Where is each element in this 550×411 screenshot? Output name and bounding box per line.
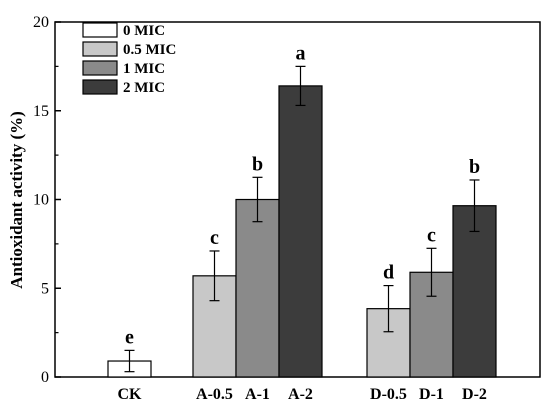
bar-a-2 bbox=[278, 85, 323, 378]
y-axis-title: Antioxidant activity (%) bbox=[7, 111, 26, 289]
significance-letter: c bbox=[210, 227, 219, 249]
significance-letter: e bbox=[125, 326, 134, 348]
legend-label: 1 MIC bbox=[123, 61, 165, 77]
bar-a-1 bbox=[235, 198, 280, 378]
legend-swatch bbox=[82, 22, 118, 38]
significance-letter: b bbox=[252, 153, 263, 175]
legend-label: 2 MIC bbox=[123, 80, 165, 96]
x-tick-label: D-0.5 bbox=[370, 386, 407, 403]
y-tick-label: 10 bbox=[33, 192, 49, 209]
significance-letter: d bbox=[383, 262, 394, 284]
legend-label: 0.5 MIC bbox=[123, 42, 176, 58]
x-tick-label: D-2 bbox=[462, 386, 487, 403]
plot-area: 0 5 10 15 20 e CK c A-0.5 b A-1 a A-2 d D-0.5 c D-1 b D-2 0… bbox=[33, 14, 541, 403]
y-tick-label: 20 bbox=[33, 14, 49, 31]
legend-label: 0 MIC bbox=[123, 23, 165, 39]
y-tick-label: 5 bbox=[41, 280, 49, 297]
legend-swatch bbox=[82, 60, 118, 76]
x-tick-label: A-1 bbox=[245, 386, 270, 403]
significance-letter: b bbox=[469, 156, 480, 178]
x-tick-label: A-2 bbox=[288, 386, 313, 403]
x-tick-label: D-1 bbox=[419, 386, 444, 403]
legend-swatch bbox=[82, 41, 118, 57]
legend-swatch bbox=[82, 79, 118, 95]
x-tick-label: A-0.5 bbox=[196, 386, 233, 403]
significance-letter: a bbox=[296, 42, 306, 64]
x-tick-label: CK bbox=[118, 386, 143, 403]
bar-d-2 bbox=[452, 205, 497, 378]
y-tick-label: 15 bbox=[33, 103, 49, 120]
significance-letter: c bbox=[427, 224, 436, 246]
y-tick-label: 0 bbox=[41, 369, 49, 386]
